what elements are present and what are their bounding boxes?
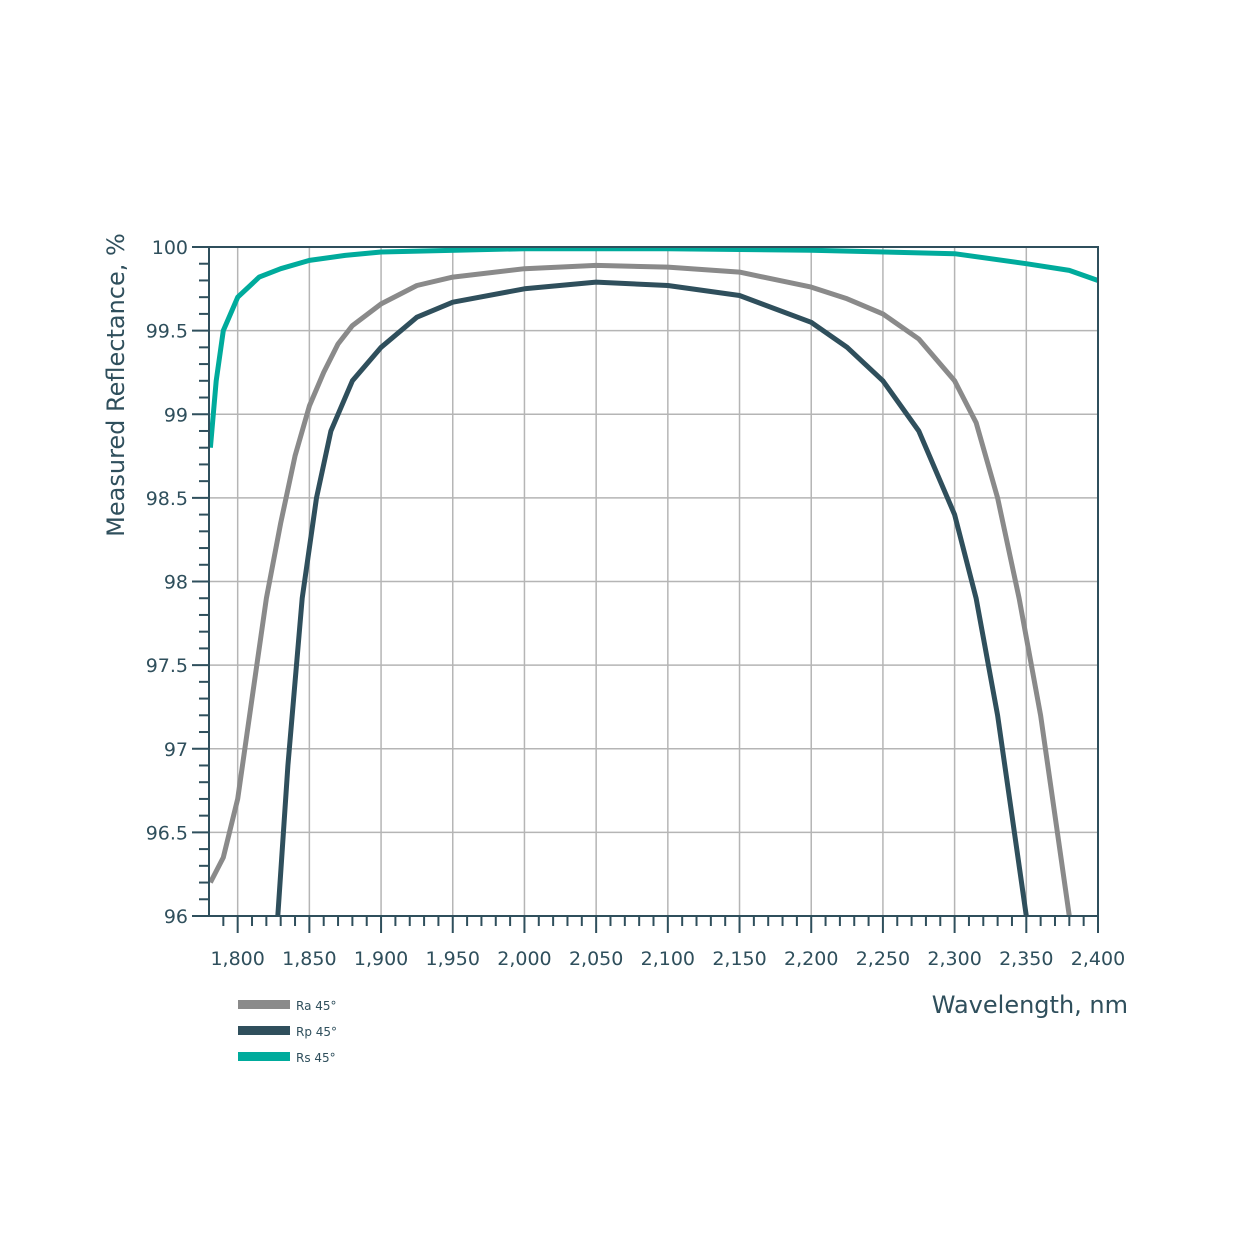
x-tick-label: 2,150 <box>712 948 766 970</box>
y-tick-label: 99.5 <box>146 321 188 343</box>
x-tick-label: 2,250 <box>856 948 910 970</box>
data-series <box>207 246 1099 917</box>
legend-label: Rp 45° <box>296 1025 337 1039</box>
y-tick-label: 96.5 <box>146 822 188 844</box>
axes <box>192 246 1099 933</box>
y-tick-label: 99 <box>164 404 188 426</box>
x-tick-labels: 1,800 1,850 1,900 1,950 2,000 2,050 2,100 2,150… <box>210 948 1125 970</box>
x-axis-title: Wavelength, nm <box>932 991 1128 1019</box>
y-tick-label: 98.5 <box>146 488 188 510</box>
y-tick-label: 96 <box>164 906 188 928</box>
x-tick-label: 1,800 <box>210 948 264 970</box>
legend-label: Rs 45° <box>296 1051 336 1065</box>
x-tick-label: 1,900 <box>354 948 408 970</box>
x-tick-label: 2,050 <box>569 948 623 970</box>
series-line <box>275 279 1029 917</box>
x-tick-label: 2,350 <box>999 948 1053 970</box>
legend: Ra 45° Rp 45° Rs 45° <box>238 999 337 1065</box>
y-tick-label: 98 <box>164 572 188 594</box>
x-tick-label: 2,400 <box>1071 948 1125 970</box>
y-tick-label: 97 <box>164 739 188 761</box>
x-tick-label: 1,950 <box>426 948 480 970</box>
grid-lines <box>209 246 1099 917</box>
series-line <box>207 246 1099 448</box>
x-tick-label: 2,300 <box>927 948 981 970</box>
legend-swatch <box>238 1000 290 1009</box>
legend-label: Ra 45° <box>296 999 337 1013</box>
legend-swatch <box>238 1052 290 1061</box>
x-tick-label: 2,200 <box>784 948 838 970</box>
x-tick-label: 2,000 <box>497 948 551 970</box>
y-tick-labels: 96 96.5 97 97.5 98 98.5 99 99.5 100 <box>146 237 188 928</box>
legend-swatch <box>238 1026 290 1035</box>
x-tick-label: 2,100 <box>641 948 695 970</box>
x-tick-label: 1,850 <box>282 948 336 970</box>
y-tick-label: 100 <box>152 237 188 259</box>
y-axis-title: Measured Reflectance, % <box>102 233 130 537</box>
series-line <box>208 262 1072 917</box>
y-tick-label: 97.5 <box>146 655 188 677</box>
